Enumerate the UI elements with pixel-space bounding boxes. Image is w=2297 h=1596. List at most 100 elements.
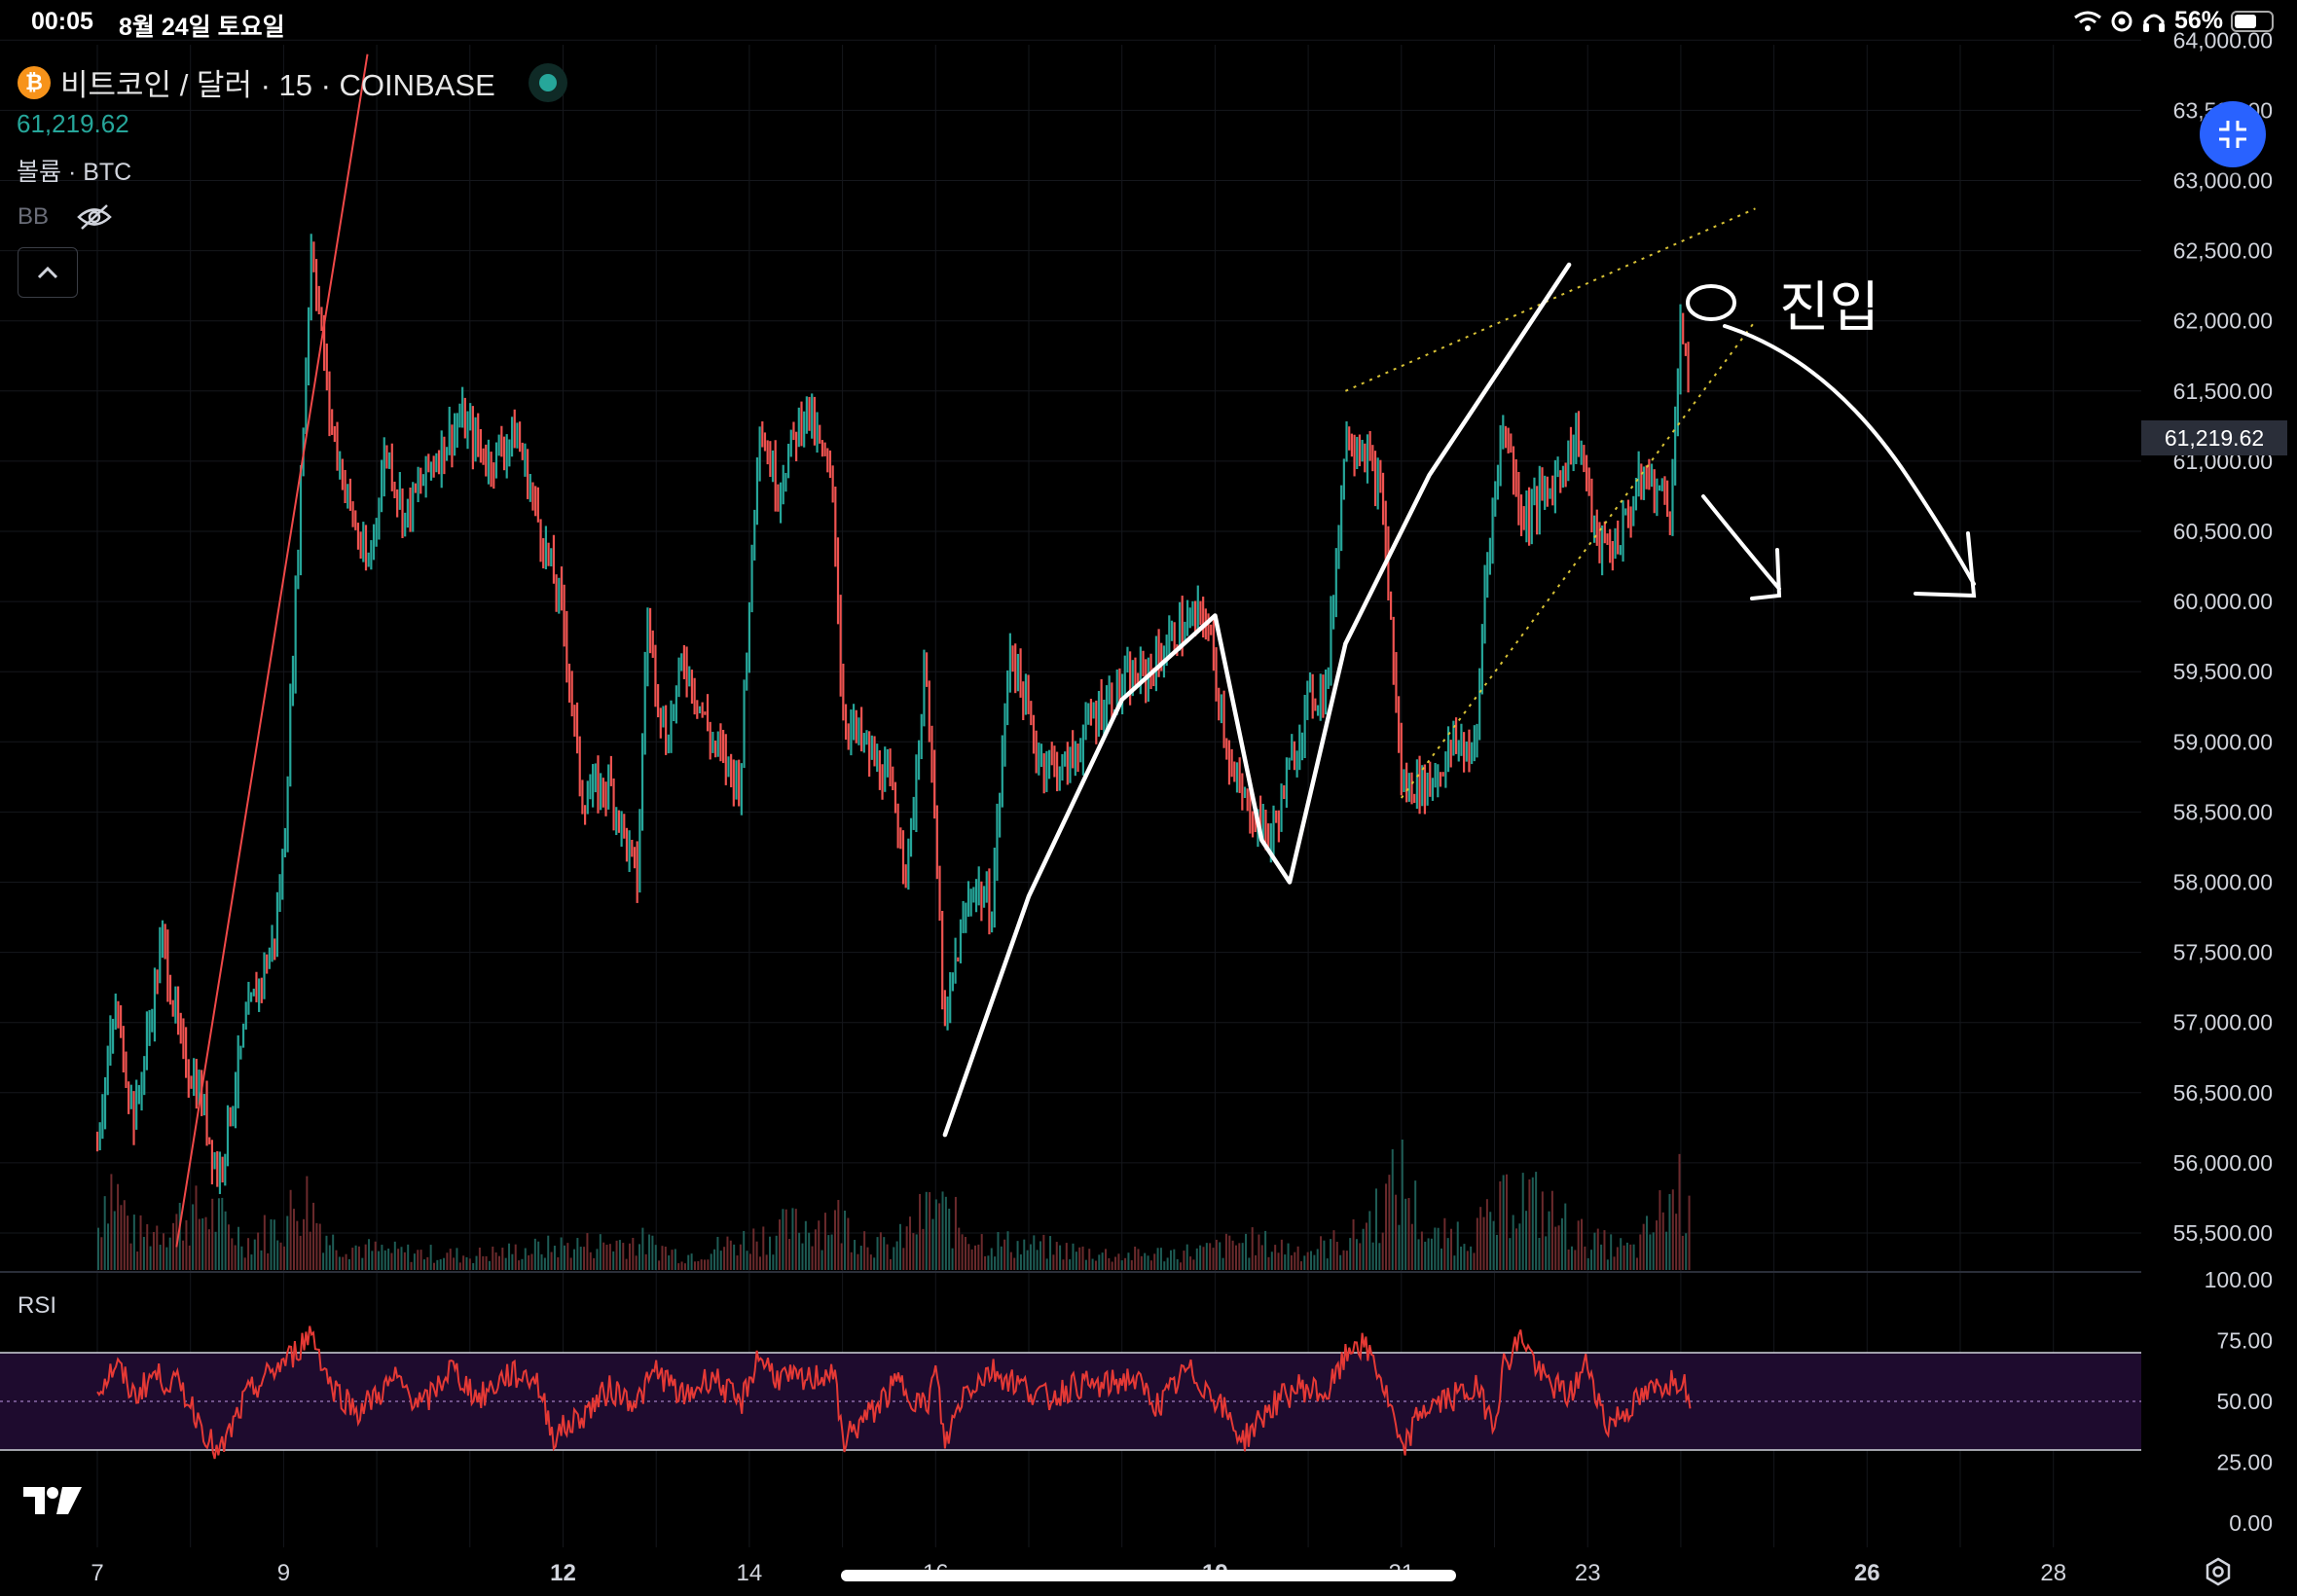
- volume-bar: [1084, 1259, 1087, 1270]
- volume-bar: [328, 1245, 331, 1270]
- indicator-row[interactable]: BB: [18, 202, 113, 232]
- volume-bar: [922, 1228, 925, 1270]
- volume-bar: [1065, 1243, 1068, 1270]
- volume-bar: [1069, 1259, 1072, 1270]
- tradingview-logo-icon[interactable]: [21, 1483, 84, 1523]
- volume-bar: [322, 1252, 325, 1270]
- volume-bar: [456, 1248, 458, 1270]
- volume-bar: [449, 1249, 452, 1270]
- volume-bar: [263, 1215, 266, 1270]
- volume-bar: [1535, 1172, 1538, 1270]
- volume-bar: [974, 1245, 977, 1270]
- volume-bar: [798, 1232, 801, 1270]
- wave-drawing: [942, 262, 1572, 1138]
- symbol-header[interactable]: ₿ 비트코인 / 달러 · 15 · COINBASE: [18, 60, 567, 104]
- volume-bar: [1062, 1259, 1065, 1270]
- price-axis-tick: 58,000.00: [2173, 870, 2273, 895]
- volume-bar: [1489, 1212, 1492, 1270]
- volume-bar: [103, 1196, 106, 1270]
- volume-bar: [351, 1248, 354, 1270]
- volume-bar: [1574, 1250, 1577, 1270]
- volume-bar: [1212, 1248, 1215, 1270]
- volume-bar: [1460, 1246, 1463, 1270]
- volume-bar: [788, 1239, 791, 1270]
- volume-bar: [1195, 1248, 1198, 1270]
- volume-bar: [1248, 1257, 1251, 1270]
- volume-bar: [586, 1233, 589, 1270]
- exit-fullscreen-button[interactable]: [2200, 101, 2266, 167]
- volume-bar: [994, 1256, 997, 1270]
- collapse-legend-button[interactable]: [18, 247, 78, 298]
- volume-bar: [553, 1246, 556, 1270]
- volume-bar: [1505, 1174, 1508, 1270]
- volume-bar: [931, 1218, 934, 1270]
- volume-bar: [804, 1220, 807, 1270]
- volume-bar: [407, 1244, 410, 1270]
- volume-bar: [1316, 1249, 1319, 1270]
- volume-bar: [1681, 1235, 1684, 1270]
- volume-bar: [941, 1191, 944, 1270]
- volume-bar: [253, 1239, 256, 1270]
- volume-bar: [1492, 1220, 1495, 1270]
- volume-bar: [1557, 1225, 1560, 1270]
- eye-slash-icon[interactable]: [76, 202, 113, 232]
- volume-bar: [1622, 1245, 1625, 1270]
- volume-bar: [1538, 1238, 1541, 1270]
- volume-bar: [683, 1263, 686, 1270]
- volume-bar: [1509, 1238, 1512, 1270]
- last-price: 61,219.62: [17, 109, 129, 138]
- volume-bar: [671, 1250, 674, 1270]
- volume-bar: [1450, 1228, 1453, 1270]
- volume-bar: [211, 1198, 214, 1270]
- rsi-axis-tick: 50.00: [2216, 1389, 2273, 1414]
- volume-bar: [1548, 1211, 1550, 1270]
- volume-bar: [1270, 1251, 1273, 1270]
- volume-bar: [240, 1246, 243, 1270]
- volume-bar: [270, 1218, 273, 1270]
- volume-bar: [1355, 1239, 1358, 1270]
- volume-bar: [1395, 1194, 1398, 1270]
- volume-bar: [850, 1251, 853, 1270]
- volume-bar: [504, 1257, 507, 1270]
- volume-bar: [231, 1238, 234, 1270]
- volume-bar: [123, 1200, 126, 1270]
- volume-bar: [1642, 1223, 1645, 1270]
- volume-bar: [383, 1250, 386, 1270]
- volume-bar: [267, 1252, 270, 1270]
- settings-icon[interactable]: [2204, 1557, 2233, 1591]
- rsi-label[interactable]: RSI: [18, 1292, 57, 1319]
- time-axis-tick: 9: [277, 1560, 290, 1586]
- volume-bar: [1153, 1253, 1156, 1270]
- volume-bar: [668, 1255, 671, 1270]
- volume-bar: [315, 1222, 318, 1270]
- volume-bar: [869, 1254, 872, 1270]
- volume-bar: [204, 1216, 207, 1270]
- volume-bar: [1260, 1245, 1263, 1270]
- volume-bar: [1678, 1153, 1681, 1270]
- volume-bar: [458, 1262, 461, 1270]
- volume-bar: [794, 1209, 797, 1270]
- volume-bar: [1299, 1261, 1302, 1270]
- symbol-title[interactable]: 비트코인 / 달러 · 15 · COINBASE: [60, 68, 495, 102]
- rsi-axis-tick: 75.00: [2216, 1328, 2273, 1354]
- home-indicator[interactable]: [841, 1570, 1456, 1581]
- volume-bar: [426, 1256, 429, 1270]
- volume-bar: [1209, 1243, 1212, 1270]
- volume-label[interactable]: 볼륨 · BTC: [17, 159, 132, 186]
- volume-bar: [1606, 1259, 1609, 1270]
- volume-bar: [530, 1253, 533, 1270]
- volume-bar: [492, 1246, 494, 1270]
- volume-bar: [748, 1253, 751, 1270]
- price-axis-tick: 64,000.00: [2173, 27, 2273, 53]
- volume-bar: [1453, 1255, 1456, 1270]
- volume-bar: [818, 1220, 820, 1270]
- collapse-icon: [2219, 121, 2246, 148]
- volume-bar: [700, 1259, 703, 1270]
- bb-indicator-label[interactable]: BB: [18, 203, 50, 230]
- volume-bar: [292, 1209, 295, 1270]
- volume-bar: [944, 1196, 947, 1270]
- volume-bar: [967, 1244, 970, 1270]
- volume-bar: [1349, 1238, 1352, 1270]
- volume-bar: [579, 1247, 582, 1270]
